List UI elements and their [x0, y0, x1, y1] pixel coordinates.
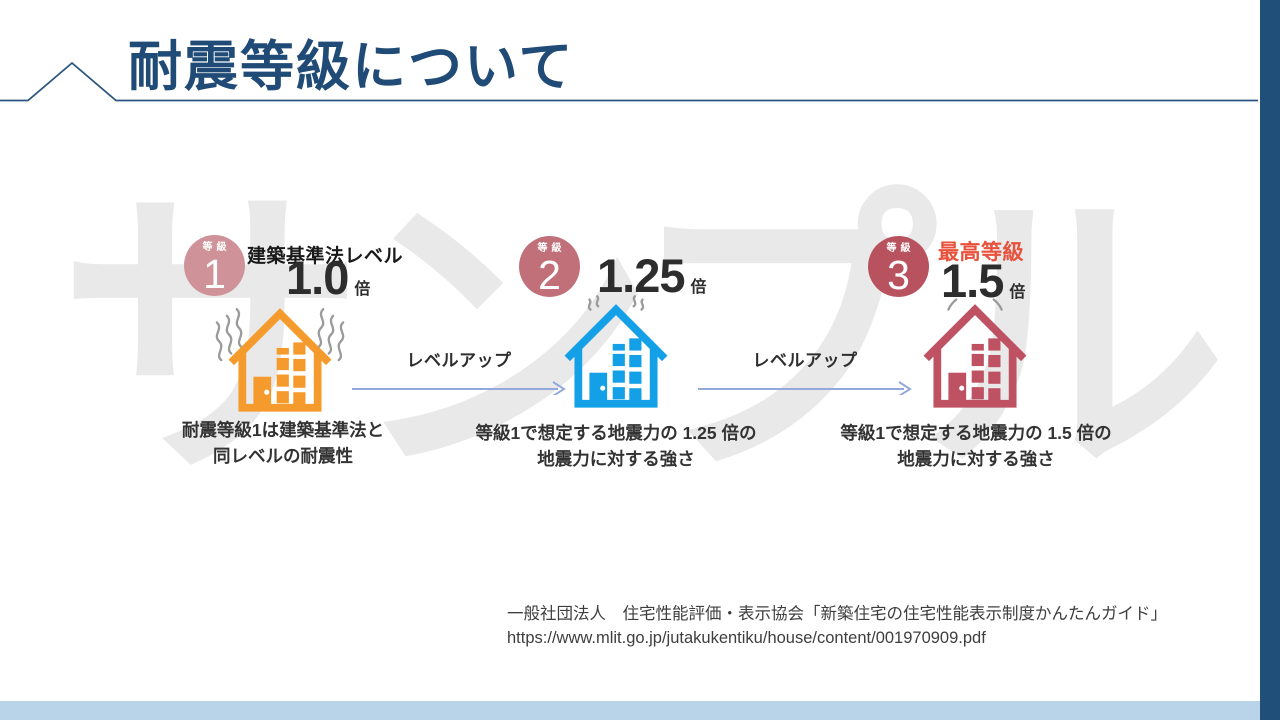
house-icon-grade-3 — [923, 298, 1027, 408]
grade-1-multiplier: 1.0 — [286, 251, 349, 304]
source-citation: 一般社団法人 住宅性能評価・表示協会「新築住宅の住宅性能表示制度かんたんガイド」… — [507, 603, 1167, 651]
grade-1-badge-label: 等級 — [202, 242, 231, 253]
grade-1-multiplier-unit: 倍 — [354, 281, 371, 298]
grade-3-multiplier-unit: 倍 — [1009, 284, 1026, 301]
vibration-lines-minimal — [947, 298, 1003, 311]
grade-2-multiplier-unit: 倍 — [690, 279, 707, 296]
grade-3-badge-number: 3 — [887, 252, 910, 298]
grade-3-heading-highest: 最高等級 — [938, 241, 1024, 264]
grade-1-heading: 建築基準法レベル — [247, 246, 404, 267]
grade-2-caption: 等級1で想定する地震力の 1.25 倍の 地震力に対する強さ — [441, 420, 791, 473]
vibration-lines-medium — [587, 295, 645, 311]
grade-1-caption-line2: 同レベルの耐震性 — [213, 446, 353, 467]
grade-1-badge: 等級 1 — [184, 235, 245, 296]
grade-3-caption-line1: 等級1で想定する地震力の 1.5 倍の — [840, 423, 1112, 443]
grade-2-badge-label: 等級 — [537, 243, 566, 254]
right-arrow-icon — [698, 381, 912, 395]
right-arrow-icon — [352, 381, 566, 395]
grade-1-badge-number: 1 — [203, 251, 226, 297]
grade-3-multiplier-row: 1.5 倍 — [941, 257, 1025, 304]
levelup-label-1: レベルアップ — [406, 351, 512, 370]
grade-3-multiplier: 1.5 — [941, 254, 1004, 307]
page-title: 耐震等級について — [128, 34, 575, 98]
vibration-lines-strong — [215, 307, 345, 362]
grade-2-badge-number: 2 — [538, 252, 561, 298]
grade-1-multiplier-row: 1.0 倍 — [286, 254, 370, 301]
levelup-arrow-1: レベルアップ — [352, 346, 566, 395]
grade-2-badge: 等級 2 — [519, 236, 580, 297]
bottom-accent-bar — [0, 701, 1260, 720]
grade-3-caption: 等級1で想定する地震力の 1.5 倍の 地震力に対する強さ — [801, 420, 1151, 473]
grade-2-caption-line1: 等級1で想定する地震力の 1.25 倍の — [475, 423, 757, 443]
house-icon-grade-1 — [215, 307, 345, 412]
grade-3-badge: 等級 3 — [868, 236, 929, 297]
levelup-arrow-2: レベルアップ — [698, 346, 912, 395]
grade-1-caption-line1: 耐震等級1は建築基準法と — [181, 420, 385, 440]
source-organization: 一般社団法人 住宅性能評価・表示協会「新築住宅の住宅性能表示制度かんたんガイド」 — [507, 605, 1167, 623]
grade-2-multiplier: 1.25 — [597, 249, 685, 302]
header-rule — [0, 61, 1258, 102]
source-url[interactable]: https://www.mlit.go.jp/jutakukentiku/hou… — [507, 628, 986, 647]
levelup-label-2: レベルアップ — [752, 351, 858, 370]
grade-3-caption-line2: 地震力に対する強さ — [897, 449, 1055, 470]
grade-2-caption-line2: 地震力に対する強さ — [537, 449, 695, 470]
grade-1-caption: 耐震等級1は建築基準法と 同レベルの耐震性 — [133, 417, 433, 470]
house-icon-grade-2 — [564, 295, 668, 408]
grade-2-multiplier-row: 1.25 倍 — [597, 252, 707, 299]
grade-3-badge-label: 等級 — [886, 243, 915, 254]
right-accent-bar — [1260, 0, 1280, 720]
